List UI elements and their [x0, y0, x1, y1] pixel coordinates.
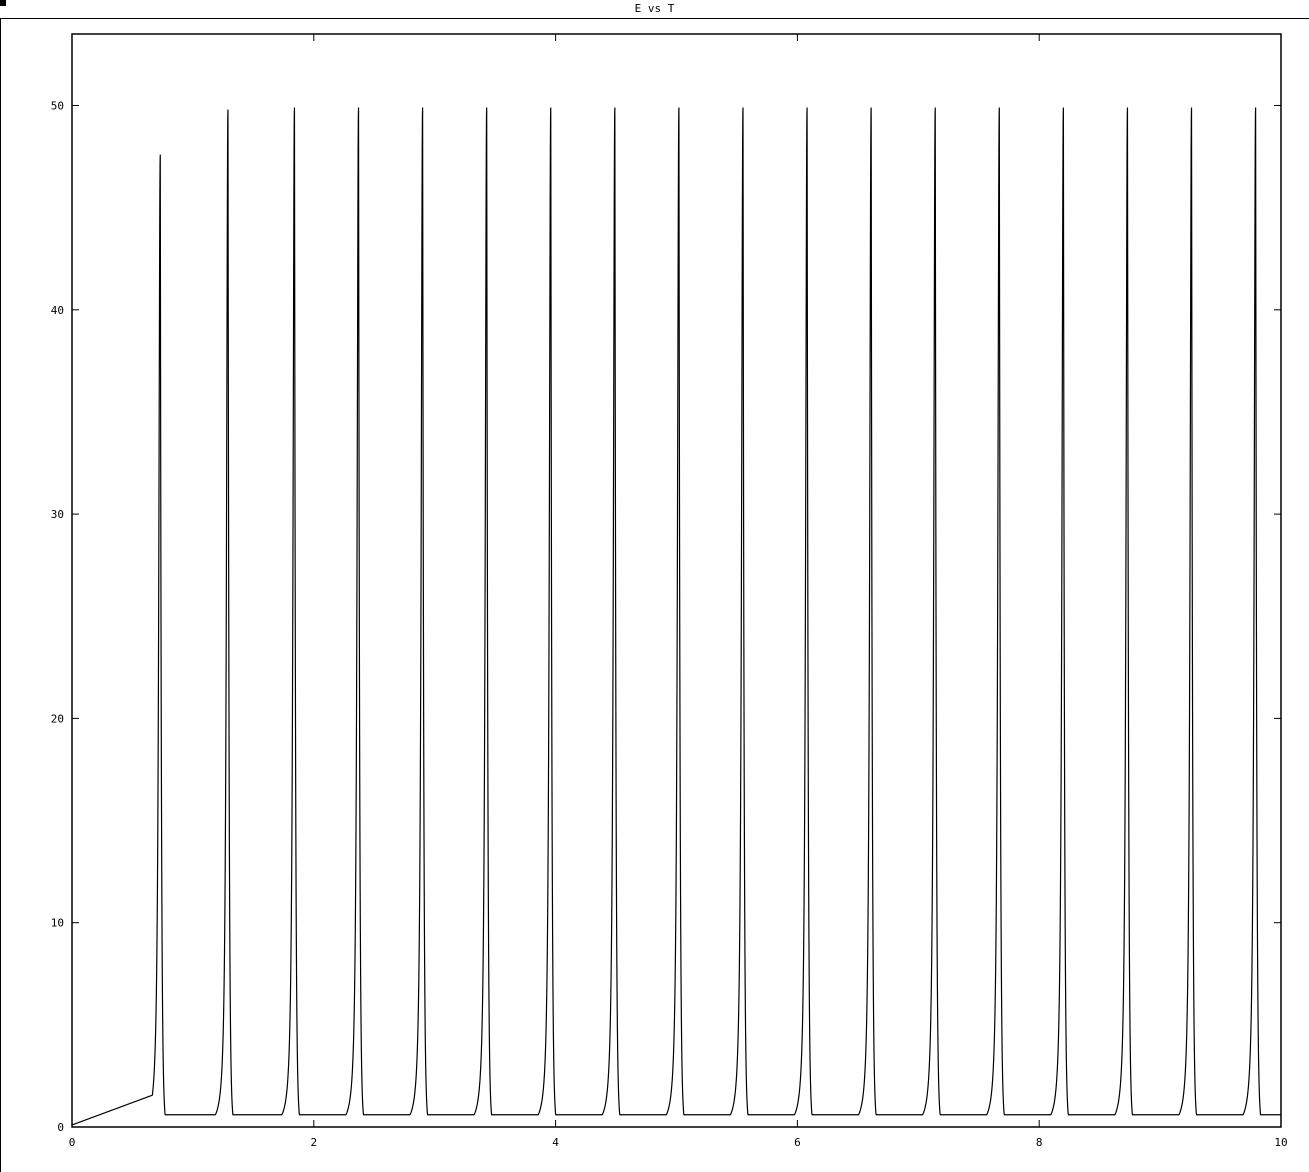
y-tick-label: 10 [51, 917, 64, 930]
x-tick-label: 0 [69, 1136, 76, 1149]
y-tick-label: 40 [51, 304, 64, 317]
x-tick-label: 10 [1274, 1136, 1287, 1149]
tick-labels: 0 2 4 6 8 10 0 10 20 30 40 50 [51, 100, 1288, 1149]
x-tick-label: 8 [1036, 1136, 1043, 1149]
x-tick-label: 2 [310, 1136, 317, 1149]
series-line-e-vs-t [71, 107, 1281, 1126]
axis-ticks [71, 34, 1282, 1128]
y-tick-label: 0 [57, 1121, 64, 1134]
window-titlebar[interactable]: E vs T [0, 0, 1309, 19]
window-frame-left [0, 19, 1, 1172]
x-tick-label: 6 [794, 1136, 801, 1149]
x-tick-label: 4 [552, 1136, 559, 1149]
y-tick-label: 20 [51, 712, 64, 725]
y-tick-label: 30 [51, 508, 64, 521]
window-title: E vs T [634, 2, 675, 15]
y-tick-label: 50 [51, 100, 64, 113]
plot-frame [71, 33, 1282, 1128]
window-menu-icon[interactable] [0, 0, 6, 6]
